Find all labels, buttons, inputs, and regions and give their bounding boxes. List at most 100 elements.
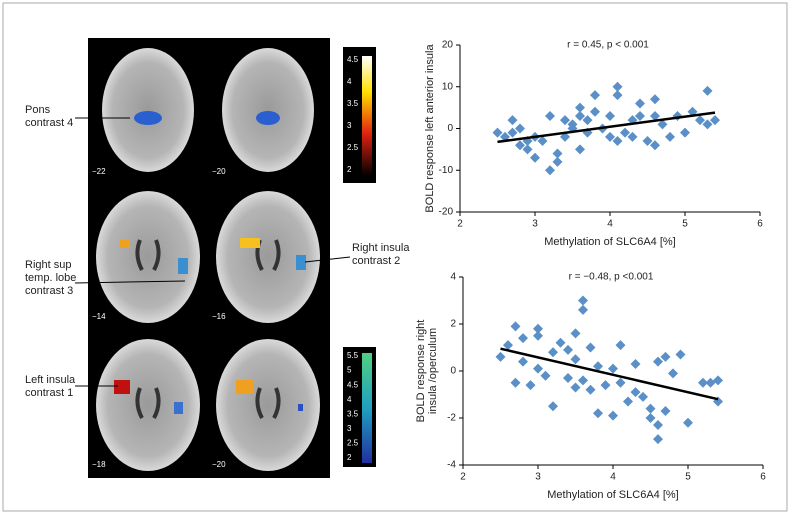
point — [605, 131, 615, 142]
point — [605, 110, 615, 121]
point — [612, 136, 623, 147]
point — [525, 380, 536, 391]
point — [518, 333, 528, 344]
point — [510, 377, 521, 388]
point — [507, 115, 518, 126]
region-label: Right sup — [25, 259, 71, 271]
point — [590, 90, 600, 101]
point — [533, 330, 543, 341]
region-label: Left insula — [25, 374, 76, 386]
brain-slices — [96, 48, 320, 471]
point — [657, 119, 668, 130]
colorbar — [362, 353, 372, 463]
x-tick-label: 5 — [682, 219, 688, 230]
point — [575, 102, 585, 113]
point — [552, 148, 563, 159]
colorbar-tick-label: 2 — [347, 165, 352, 174]
region-label: contrast 1 — [25, 387, 73, 399]
point — [515, 123, 525, 134]
point — [563, 344, 573, 355]
point — [582, 115, 593, 126]
region-label: Right insula — [352, 242, 410, 254]
point — [615, 377, 626, 388]
brain — [216, 339, 320, 471]
brain — [96, 339, 200, 471]
y-tick-label: -20 — [439, 207, 454, 218]
y-tick-label: -10 — [439, 165, 454, 176]
x-axis-label: Methylation of SLC6A4 [%] — [547, 489, 678, 501]
colorbar-tick-label: 2.5 — [347, 439, 359, 448]
point — [702, 85, 713, 96]
point — [545, 110, 555, 121]
activation — [174, 402, 183, 414]
point — [530, 152, 540, 163]
point — [593, 361, 603, 372]
point — [570, 382, 581, 393]
point — [540, 370, 551, 381]
activation — [296, 255, 306, 270]
point — [650, 110, 660, 121]
point — [698, 377, 708, 388]
y-tick-label: 0 — [450, 366, 456, 377]
colorbar-tick-label: 3.5 — [347, 409, 359, 418]
colorbar-tick-label: 3 — [347, 121, 352, 130]
chart-title: r = 0.45, p < 0.001 — [567, 40, 649, 51]
point — [545, 165, 555, 176]
point — [660, 405, 671, 416]
colorbar-tick-label: 3.5 — [347, 99, 359, 108]
slice-label: −18 — [92, 460, 106, 469]
point — [555, 337, 566, 348]
y-axis-label: BOLD response right — [415, 320, 427, 423]
point — [578, 304, 588, 315]
trend-line — [500, 347, 719, 401]
point — [503, 340, 513, 351]
slice-label: −16 — [212, 312, 226, 321]
point — [507, 127, 518, 138]
colorbar-tick-label: 2 — [347, 453, 352, 462]
x-tick-label: 6 — [757, 219, 763, 230]
trend-line — [497, 111, 716, 144]
point — [615, 340, 626, 351]
y-tick-label: 10 — [442, 81, 454, 92]
brain — [216, 191, 320, 323]
point — [585, 384, 596, 395]
point — [578, 295, 588, 306]
point — [680, 127, 690, 138]
leader-line — [74, 280, 186, 284]
brain — [222, 48, 314, 172]
point — [695, 115, 705, 126]
point — [668, 368, 678, 379]
x-tick-label: 2 — [460, 472, 466, 483]
y-tick-label: 20 — [442, 40, 454, 51]
point — [563, 373, 573, 384]
point — [635, 98, 645, 109]
point — [638, 391, 648, 402]
point — [492, 127, 503, 138]
point — [630, 358, 641, 369]
point — [653, 434, 663, 445]
point — [548, 401, 558, 412]
point — [612, 81, 623, 92]
point — [710, 115, 720, 126]
x-tick-label: 5 — [685, 472, 691, 483]
activation — [178, 258, 188, 274]
x-axis-label: Methylation of SLC6A4 [%] — [544, 236, 675, 248]
point — [713, 375, 723, 386]
x-tick-label: 4 — [610, 472, 616, 483]
point — [570, 354, 581, 365]
point — [683, 417, 693, 428]
activation — [240, 238, 260, 248]
slice-label: −22 — [92, 167, 106, 176]
x-tick-label: 2 — [457, 219, 463, 230]
y-tick-label: -4 — [447, 460, 456, 471]
point — [653, 420, 663, 431]
activation — [298, 404, 303, 411]
region-label: contrast 3 — [25, 285, 73, 297]
activation — [236, 380, 254, 394]
point — [533, 363, 543, 374]
region-label: contrast 4 — [25, 117, 73, 129]
y-tick-label: 2 — [450, 319, 456, 330]
y-axis-label: insula /operculum — [427, 328, 439, 414]
slice-label: −14 — [92, 312, 106, 321]
